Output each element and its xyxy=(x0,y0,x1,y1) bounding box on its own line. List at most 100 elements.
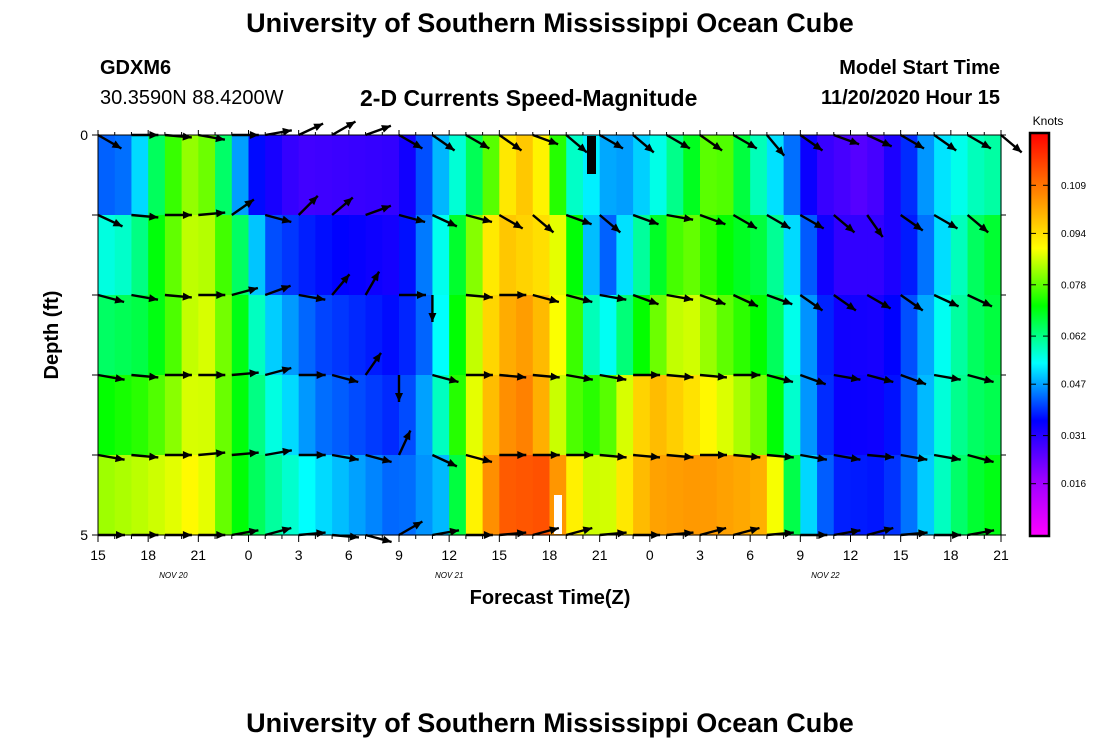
heatmap-cell xyxy=(449,295,467,376)
heatmap-cell xyxy=(215,215,233,296)
colorbar-tick-label: 0.016 xyxy=(1061,479,1086,490)
current-arrow xyxy=(331,196,354,216)
current-arrow xyxy=(566,451,594,459)
heatmap-cell xyxy=(599,295,617,376)
heatmap-cell xyxy=(231,375,250,456)
heatmap-cell xyxy=(984,295,1002,376)
current-arrow xyxy=(565,373,594,383)
heatmap-cell xyxy=(766,215,785,296)
heatmap-cell xyxy=(148,375,166,456)
x-tick-label: 9 xyxy=(395,547,403,563)
heatmap-cell xyxy=(900,455,918,536)
current-arrow xyxy=(398,520,423,537)
current-arrow xyxy=(666,372,694,381)
heatmap-cell xyxy=(516,295,534,376)
heatmap-cell xyxy=(415,135,434,216)
heatmap-cell xyxy=(683,375,701,456)
colorbar-tick-label: 0.031 xyxy=(1061,431,1086,442)
heatmap-cell xyxy=(231,135,250,216)
current-arrow xyxy=(933,213,959,230)
current-arrow xyxy=(900,373,927,386)
heatmap-cell xyxy=(700,215,718,296)
current-arrow xyxy=(365,204,392,217)
heatmap-cell xyxy=(649,455,668,536)
current-arrow xyxy=(933,453,961,463)
heatmap-cell xyxy=(733,135,751,216)
heatmap-cell xyxy=(532,135,551,216)
heatmap-cell xyxy=(733,455,751,536)
heatmap-cell xyxy=(131,135,149,216)
heatmap-cell xyxy=(766,375,785,456)
heatmap-cell xyxy=(750,375,768,456)
heatmap-cell xyxy=(616,135,634,216)
heatmap-cell xyxy=(231,295,250,376)
heatmap-cell xyxy=(482,455,500,536)
current-arrow xyxy=(365,453,392,464)
plot-title: 2-D Currents Speed-Magnitude xyxy=(360,85,698,111)
current-arrow xyxy=(800,453,828,463)
heatmap-cell xyxy=(599,135,617,216)
heatmap-cell xyxy=(633,135,651,216)
heatmap-cell xyxy=(883,455,902,536)
current-arrow xyxy=(1000,134,1023,154)
x-tick-label: 9 xyxy=(796,547,804,563)
current-arrow xyxy=(97,453,125,463)
heatmap-cell xyxy=(917,375,935,456)
current-arrow xyxy=(532,133,559,146)
heatmap-cell xyxy=(833,295,852,376)
heatmap-cell xyxy=(215,295,233,376)
current-arrow xyxy=(699,526,727,537)
heatmap-cell xyxy=(465,215,484,296)
heatmap-cell xyxy=(382,135,400,216)
heatmap-cell xyxy=(683,455,701,536)
heatmap-cell xyxy=(783,215,801,296)
current-arrow xyxy=(866,373,894,384)
x-tick-label: 15 xyxy=(492,547,508,563)
heatmap-cell xyxy=(215,135,233,216)
heatmap-cell xyxy=(683,135,701,216)
heatmap-cell xyxy=(883,295,902,376)
current-arrow xyxy=(733,452,761,461)
heatmap-cell xyxy=(783,455,801,536)
heatmap-cell xyxy=(950,135,969,216)
y-axis-label: Depth (ft) xyxy=(41,291,63,380)
heatmap-cell xyxy=(181,375,199,456)
current-arrow xyxy=(565,134,588,154)
heatmap-cell xyxy=(198,455,216,536)
footer-title: University of Southern Mississippi Ocean… xyxy=(246,708,854,738)
heatmap-cell xyxy=(800,295,818,376)
heatmap-cell xyxy=(432,215,450,296)
heatmap-cell xyxy=(499,455,517,536)
heatmap-cell xyxy=(582,375,601,456)
heatmap-cell xyxy=(883,135,902,216)
x-tick-label: 12 xyxy=(843,547,859,563)
current-arrow xyxy=(198,291,226,299)
heatmap-cell xyxy=(934,295,952,376)
heatmap-cell xyxy=(750,215,768,296)
x-axis-label: Forecast Time(Z) xyxy=(470,587,631,609)
heatmap-cell xyxy=(164,295,183,376)
current-arrow xyxy=(532,372,560,381)
current-arrow xyxy=(699,293,726,306)
current-arrow xyxy=(666,293,694,303)
x-tick-label: 18 xyxy=(140,547,156,563)
heatmap-cell xyxy=(633,215,651,296)
heatmap-cell xyxy=(783,295,801,376)
heatmap-cell xyxy=(549,135,567,216)
heatmap-cell xyxy=(766,455,785,536)
station-id: GDXM6 xyxy=(100,57,172,79)
current-arrow xyxy=(532,526,560,537)
current-arrow xyxy=(465,292,493,301)
heatmap-cell xyxy=(750,295,768,376)
heatmap-cell xyxy=(750,455,768,536)
heatmap-cell xyxy=(683,215,701,296)
heatmap-cell xyxy=(181,295,199,376)
colorbar: Knots 0.016 0.031 0.047 0.062 0.078 0.094 0.10… xyxy=(1028,114,1086,538)
current-arrow xyxy=(833,373,861,383)
current-arrow xyxy=(833,133,860,146)
current-arrow xyxy=(431,213,458,228)
heatmap-cell xyxy=(298,295,316,376)
current-arrow xyxy=(732,213,758,230)
heatmap-cell xyxy=(867,455,885,536)
current-arrow xyxy=(599,133,624,150)
